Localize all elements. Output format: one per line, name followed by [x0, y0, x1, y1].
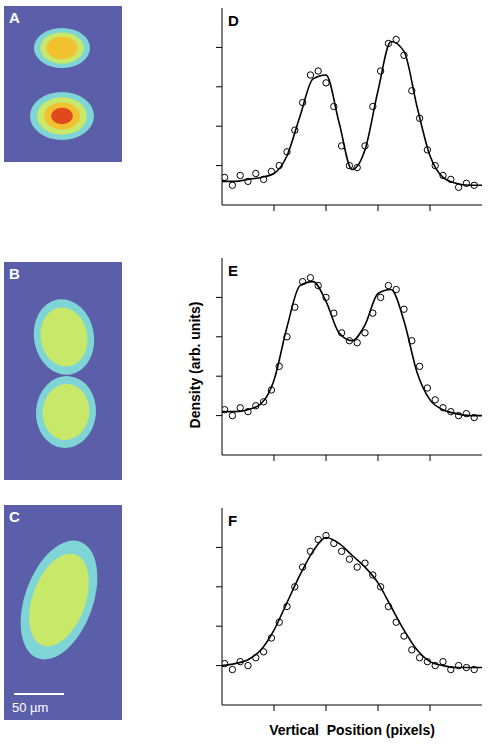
html-text:B: B: [9, 265, 20, 282]
html-text:A: A: [9, 9, 20, 26]
html-text:E: E: [228, 262, 238, 279]
html-text:Vertical Position (pixels): Vertical Position (pixels): [269, 722, 435, 738]
html-text:D: D: [228, 12, 239, 29]
svg-text:50 µm: 50 µm: [12, 700, 48, 715]
html-text:F: F: [228, 512, 238, 529]
html-text:Density (arb. units): Density (arb. units): [187, 301, 203, 429]
html-text:C: C: [9, 508, 20, 525]
